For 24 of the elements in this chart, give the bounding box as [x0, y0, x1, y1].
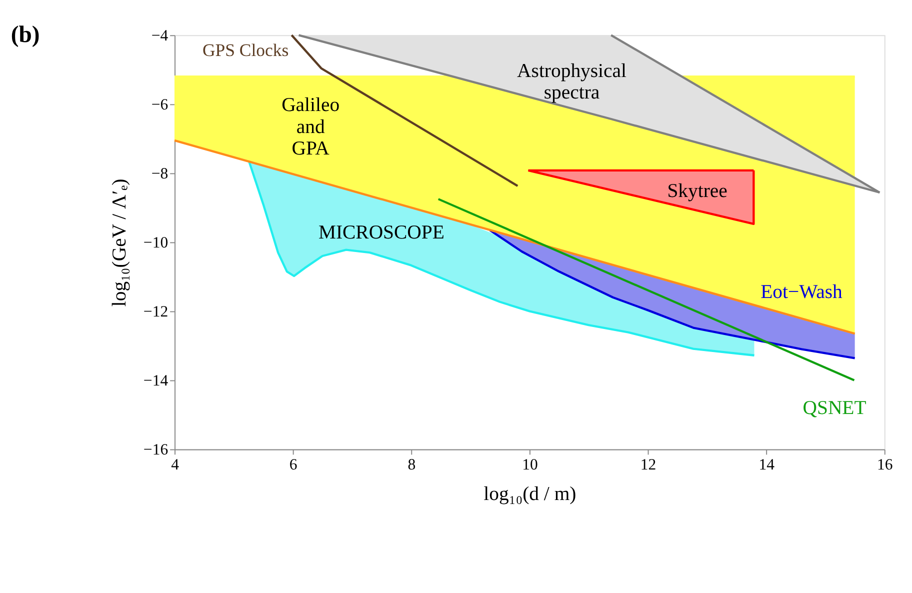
x-tick-label: 16: [877, 456, 893, 474]
series-label: Astrophysical spectra: [517, 60, 628, 104]
series-label: Skytree: [667, 180, 728, 202]
y-tick-label: −10: [143, 234, 168, 252]
x-tick-label: 14: [758, 456, 775, 474]
y-tick-label: −8: [151, 166, 168, 183]
x-tick-label: 8: [408, 456, 416, 474]
series-label: Eot−Wash: [760, 280, 843, 303]
y-axis-title: log₁₀(GeV / Λ′ₑ): [108, 178, 131, 307]
chart-title: (b): [10, 22, 40, 48]
series-label: QSNET: [802, 396, 866, 419]
y-tick-label: −12: [143, 304, 168, 321]
x-tick-label: 6: [289, 456, 298, 474]
series-label: Galileo and GPA: [282, 94, 340, 160]
series-label: MICROSCOPE: [318, 222, 444, 244]
y-tick-label: −6: [151, 96, 168, 114]
x-tick-label: 12: [640, 456, 656, 474]
y-tick-label: −16: [143, 442, 168, 459]
x-tick-label: 10: [522, 456, 538, 474]
y-tick-label: −4: [151, 28, 168, 45]
y-tick-label: −14: [143, 372, 168, 390]
x-axis-title: log₁₀(d / m): [484, 483, 576, 506]
x-tick-label: 4: [171, 456, 180, 474]
series-label: GPS Clocks: [202, 40, 289, 60]
